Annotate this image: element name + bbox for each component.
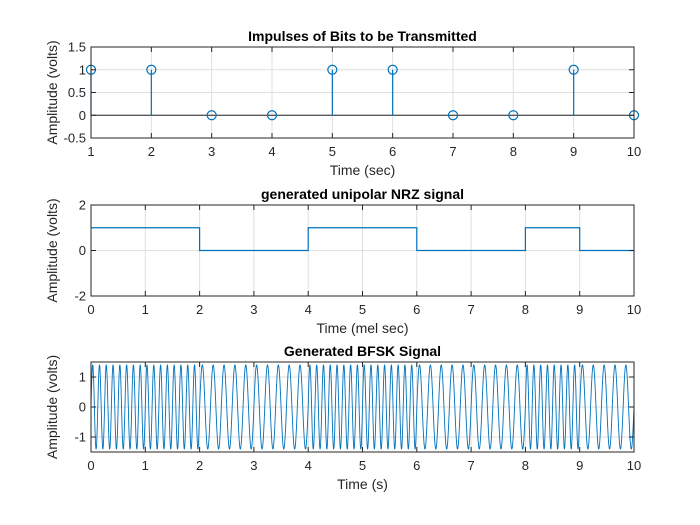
y-tick-label: 0 [79, 400, 86, 415]
x-tick-label: 6 [389, 144, 396, 159]
ticks: 0 1 2 3 4 5 6 7 8 9 10-101 [74, 362, 641, 473]
subplot-1: 1 2 3 4 5 6 7 8 9 10 -0.5 0 0.5 1 1.5 Impulses of Bits … [44, 28, 641, 178]
x-tick-label: 4 [268, 144, 275, 159]
y-axis-label: Amplitude (volts) [44, 40, 60, 144]
data-series [85, 64, 640, 121]
stem-marker [447, 110, 459, 121]
ticks: 0 1 2 3 4 5 6 7 8 9 10-202 [74, 198, 641, 318]
y-tick-label: 0 [79, 108, 86, 123]
x-axis-label: Time (sec) [330, 162, 396, 178]
x-tick-label: 5 [359, 458, 366, 473]
chart-title: generated unipolar NRZ signal [261, 186, 464, 202]
x-tick-label: 9 [576, 302, 583, 317]
stem-marker [508, 110, 519, 121]
chart-title: Generated BFSK Signal [284, 343, 441, 359]
stem-marker [146, 64, 157, 75]
y-tick-label: 0 [79, 243, 86, 258]
stem-marker [266, 110, 278, 121]
x-tick-label: 9 [570, 144, 577, 159]
y-axis-label: Amplitude (volts) [44, 355, 60, 459]
x-tick-label: 4 [305, 458, 312, 473]
y-tick-label: 2 [79, 198, 86, 213]
ticks: 1 2 3 4 5 6 7 8 9 10 -0.5 0 0.5 1 1.5 [64, 40, 642, 160]
x-tick-label: 9 [576, 458, 583, 473]
y-tick-label: -1 [74, 430, 86, 445]
x-tick-label: 8 [522, 458, 529, 473]
x-tick-label: 7 [467, 458, 474, 473]
x-tick-label: 3 [208, 144, 215, 159]
stem-marker [206, 110, 217, 121]
x-tick-label: 1 [142, 302, 149, 317]
x-tick-label: 1 [87, 144, 94, 159]
x-tick-label: 1 [142, 458, 149, 473]
y-axis-label: Amplitude (volts) [44, 198, 60, 302]
y-tick-label: 1 [79, 370, 86, 385]
y-tick-label: -0.5 [64, 131, 86, 146]
x-tick-label: 8 [522, 302, 529, 317]
data-series [91, 227, 634, 252]
stem-marker [387, 64, 398, 75]
x-tick-label: 2 [196, 302, 203, 317]
x-axis-label: Time (mel sec) [316, 320, 408, 336]
x-axis-label: Time (s) [337, 476, 388, 492]
stem-marker [327, 64, 338, 75]
x-tick-label: 6 [413, 458, 420, 473]
x-tick-label: 5 [329, 144, 336, 159]
x-tick-label: 3 [250, 302, 257, 317]
x-tick-label: 3 [250, 458, 257, 473]
x-tick-label: 0 [87, 302, 94, 317]
nrz-signal-line [91, 227, 634, 252]
x-tick-label: 10 [627, 458, 641, 473]
x-tick-label: 2 [196, 458, 203, 473]
y-tick-label: 0.5 [68, 85, 86, 100]
x-tick-label: 8 [510, 144, 517, 159]
x-tick-label: 0 [87, 458, 94, 473]
y-tick-label: 1.5 [68, 40, 86, 55]
stem-marker [568, 64, 579, 75]
x-tick-label: 10 [627, 144, 641, 159]
bfsk-signal-line [90, 364, 635, 450]
x-tick-label: 10 [627, 302, 641, 317]
data-series [90, 364, 635, 450]
x-tick-label: 7 [449, 144, 456, 159]
y-tick-label: 1 [79, 62, 86, 77]
x-tick-label: 7 [467, 302, 474, 317]
x-tick-label: 2 [148, 144, 155, 159]
x-tick-label: 5 [359, 302, 366, 317]
x-tick-label: 4 [305, 302, 312, 317]
y-tick-label: -2 [74, 289, 86, 304]
chart-title: Impulses of Bits to be Transmitted [248, 28, 477, 44]
x-tick-label: 6 [413, 302, 420, 317]
